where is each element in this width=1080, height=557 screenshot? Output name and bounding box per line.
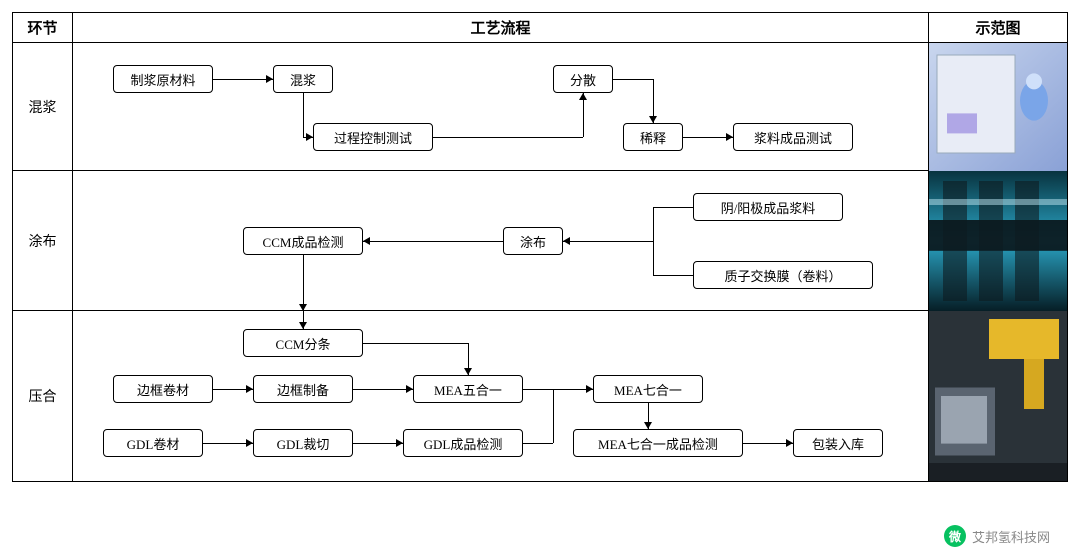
edge-arrow — [299, 322, 307, 329]
stage-label: 压合 — [13, 311, 73, 481]
flow-node-n_gdl: GDL卷材 — [103, 429, 203, 457]
edge-arrow — [649, 116, 657, 123]
flow-node-n_disp: 分散 — [553, 65, 613, 93]
edge-segment — [523, 443, 553, 444]
edge-segment — [353, 389, 413, 390]
edge-segment — [653, 207, 654, 241]
example-image — [929, 311, 1067, 481]
flow-node-n_anode: 阴/阳极成品浆料 — [693, 193, 843, 221]
edge-segment — [523, 389, 593, 390]
edge-arrow — [246, 385, 253, 393]
edge-arrow — [246, 439, 253, 447]
flow-node-n_mix: 混浆 — [273, 65, 333, 93]
edge-segment — [433, 137, 583, 138]
edge-segment — [363, 343, 468, 344]
stage-label: 混浆 — [13, 43, 73, 170]
stage-label: 涂布 — [13, 171, 73, 310]
flow-node-n_mea5: MEA五合一 — [413, 375, 523, 403]
edge-arrow — [563, 237, 570, 245]
table-row: 混浆 制浆原材料 混浆过程控制测试 分散稀释 浆料成品测试 — [13, 43, 1067, 171]
edge-segment — [563, 241, 653, 242]
flow-cell: 制浆原材料 混浆过程控制测试 分散稀释 浆料成品测试 — [73, 43, 929, 170]
edge-arrow — [266, 75, 273, 83]
wechat-icon: 微 — [944, 525, 966, 547]
header-flow: 工艺流程 — [73, 13, 929, 42]
flow-node-n_mea7: MEA七合一 — [593, 375, 703, 403]
flow-node-n_slurry: 浆料成品测试 — [733, 123, 853, 151]
edge-arrow — [644, 422, 652, 429]
flow-node-n_coat: 涂布 — [503, 227, 563, 255]
edge-arrow — [406, 385, 413, 393]
source-text: 艾邦氢科技网 — [972, 527, 1050, 546]
flow-node-n_dil: 稀释 — [623, 123, 683, 151]
edge-arrow — [579, 93, 587, 100]
edge-arrow — [306, 133, 313, 141]
edge-arrow — [396, 439, 403, 447]
table-row: 压合 CCM分条边框卷材 边框制备 GDL卷材 GDL裁切 MEA五合一 GDL成品检测 ME… — [13, 311, 1067, 481]
table-header-row: 环节 工艺流程 示范图 — [13, 13, 1067, 43]
flow-node-n_m7chk: MEA七合一成品检测 — [573, 429, 743, 457]
edge-arrow — [786, 439, 793, 447]
edge-arrow — [464, 368, 472, 375]
flow-node-n_raw: 制浆原材料 — [113, 65, 213, 93]
flow-cell: CCM成品检测 涂布 阴/阳极成品浆料质子交换膜（卷料） — [73, 171, 929, 310]
table-row: 涂布 CCM成品检测 涂布 阴/阳极成品浆料质子交换膜（卷料） — [13, 171, 1067, 311]
edge-segment — [553, 389, 554, 443]
process-table: 环节 工艺流程 示范图 混浆 制浆原材料 混浆过程控制测试 分散稀释 浆料成品测试 涂布… — [12, 12, 1068, 482]
flow-node-n_ccm: CCM成品检测 — [243, 227, 363, 255]
edge-arrow — [726, 133, 733, 141]
example-image — [929, 171, 1067, 311]
edge-segment — [303, 255, 304, 311]
source-footer: 微 艾邦氢科技网 — [944, 525, 1050, 547]
edge-segment — [363, 241, 503, 242]
flow-node-n_pack: 包装入库 — [793, 429, 883, 457]
header-stage: 环节 — [13, 13, 73, 42]
edge-segment — [653, 207, 693, 208]
edge-segment — [653, 275, 693, 276]
flow-node-n_frame: 边框卷材 — [113, 375, 213, 403]
flow-node-n_fprep: 边框制备 — [253, 375, 353, 403]
edge-arrow — [299, 304, 307, 311]
edge-segment — [653, 241, 654, 275]
flow-node-n_gdlcut: GDL裁切 — [253, 429, 353, 457]
flow-node-n_gdlchk: GDL成品检测 — [403, 429, 523, 457]
edge-segment — [303, 93, 304, 137]
example-image — [929, 43, 1067, 171]
flow-node-n_ccmcut: CCM分条 — [243, 329, 363, 357]
edge-segment — [613, 79, 653, 80]
edge-arrow — [363, 237, 370, 245]
flow-node-n_ptest: 过程控制测试 — [313, 123, 433, 151]
flow-node-n_pem: 质子交换膜（卷料） — [693, 261, 873, 289]
flow-cell: CCM分条边框卷材 边框制备 GDL卷材 GDL裁切 MEA五合一 GDL成品检测 MEA七… — [73, 311, 929, 481]
edge-segment — [213, 79, 273, 80]
header-image: 示范图 — [929, 13, 1067, 42]
edge-arrow — [586, 385, 593, 393]
